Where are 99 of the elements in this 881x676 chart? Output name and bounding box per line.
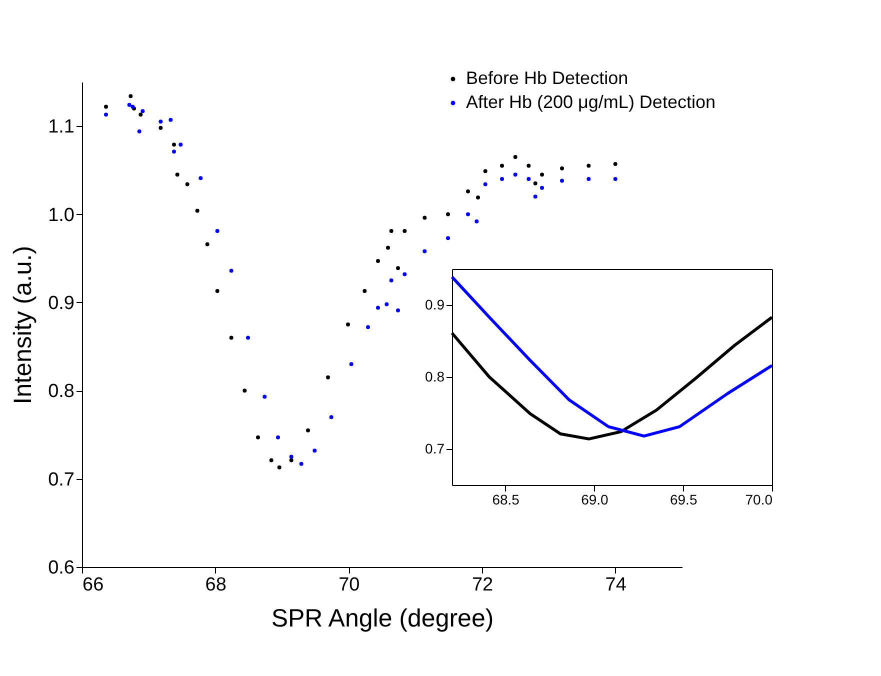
point	[140, 109, 145, 114]
point	[560, 166, 564, 170]
x-tick-label: 69.0	[581, 492, 609, 508]
point	[613, 162, 618, 166]
point	[540, 186, 544, 190]
point	[262, 394, 267, 399]
point	[178, 142, 183, 147]
point	[326, 375, 330, 380]
point	[198, 176, 203, 180]
point	[446, 236, 450, 240]
point	[289, 454, 294, 459]
point	[138, 112, 143, 117]
point	[422, 249, 427, 254]
point	[402, 229, 407, 234]
point	[526, 164, 531, 168]
point	[513, 154, 518, 159]
point	[513, 172, 518, 177]
y-axis-title: Intensity (a.u.)	[9, 246, 38, 404]
x-tick-label: 72	[472, 574, 494, 596]
point	[229, 336, 234, 340]
legend-label: Before Hb Detection	[466, 68, 628, 88]
point	[540, 172, 544, 177]
y-tick-label: 0.7	[425, 440, 445, 456]
point	[246, 336, 250, 340]
point	[526, 177, 531, 181]
point	[277, 465, 282, 470]
point	[389, 278, 394, 282]
point	[215, 288, 220, 293]
point	[137, 129, 142, 134]
point	[158, 120, 163, 124]
point	[185, 182, 190, 186]
x-tick-label: 68	[205, 574, 226, 596]
y-tick-label: 0.8	[48, 381, 74, 402]
point	[205, 242, 210, 246]
point	[158, 126, 163, 130]
y-tick-label: 0.6	[48, 558, 74, 578]
point	[104, 104, 108, 109]
point	[128, 94, 133, 98]
point	[366, 325, 370, 330]
y-tick-label: 0.9	[425, 296, 445, 312]
point	[386, 246, 390, 250]
point	[586, 177, 591, 181]
point	[533, 194, 538, 199]
point	[500, 164, 504, 168]
x-tick-label: 66	[82, 574, 104, 596]
point	[384, 302, 389, 306]
point	[362, 288, 367, 293]
point	[349, 362, 354, 366]
point	[396, 308, 400, 312]
point	[533, 181, 538, 186]
y-tick-label: 0.8	[425, 368, 445, 384]
point	[195, 208, 200, 213]
x-tick-label: 70	[338, 574, 360, 596]
x-tick-label: 69.5	[670, 492, 698, 508]
point	[586, 164, 591, 168]
x-tick-label: 74	[605, 574, 627, 596]
point	[466, 189, 470, 194]
point	[306, 428, 310, 432]
y-tick-label: 0.7	[48, 469, 74, 490]
point	[474, 219, 479, 224]
y-tick-label: 1.1	[48, 116, 74, 138]
point	[276, 435, 280, 440]
point	[389, 229, 394, 234]
point	[269, 458, 274, 462]
point	[172, 150, 176, 154]
point	[396, 266, 400, 270]
legend-label: After Hb (200 μg/mL) Detection	[466, 92, 716, 112]
x-tick-label: 68.5	[492, 492, 520, 508]
point	[483, 169, 488, 174]
point	[376, 259, 380, 264]
point	[175, 172, 180, 177]
point	[422, 216, 427, 220]
point	[242, 388, 247, 393]
point	[229, 268, 234, 273]
point	[329, 415, 334, 420]
point	[299, 462, 304, 466]
point	[446, 212, 450, 216]
x-axis-title: SPR Angle (degree)	[271, 604, 494, 632]
point	[613, 177, 618, 181]
point	[483, 182, 488, 186]
point	[289, 458, 294, 462]
point	[466, 212, 470, 216]
point	[376, 306, 380, 310]
y-tick-label: 1.0	[48, 204, 74, 226]
point	[168, 118, 173, 122]
point	[476, 196, 480, 200]
point	[560, 178, 564, 183]
point	[346, 322, 350, 326]
point	[127, 102, 132, 107]
y-tick-label: 0.9	[48, 292, 74, 314]
point	[172, 142, 176, 147]
point	[215, 229, 220, 234]
line-series	[450, 275, 774, 438]
point	[312, 448, 317, 453]
point	[500, 177, 504, 181]
point	[256, 435, 260, 440]
point	[104, 112, 108, 117]
point	[402, 272, 407, 276]
x-tick-label: 70.0	[745, 492, 773, 508]
